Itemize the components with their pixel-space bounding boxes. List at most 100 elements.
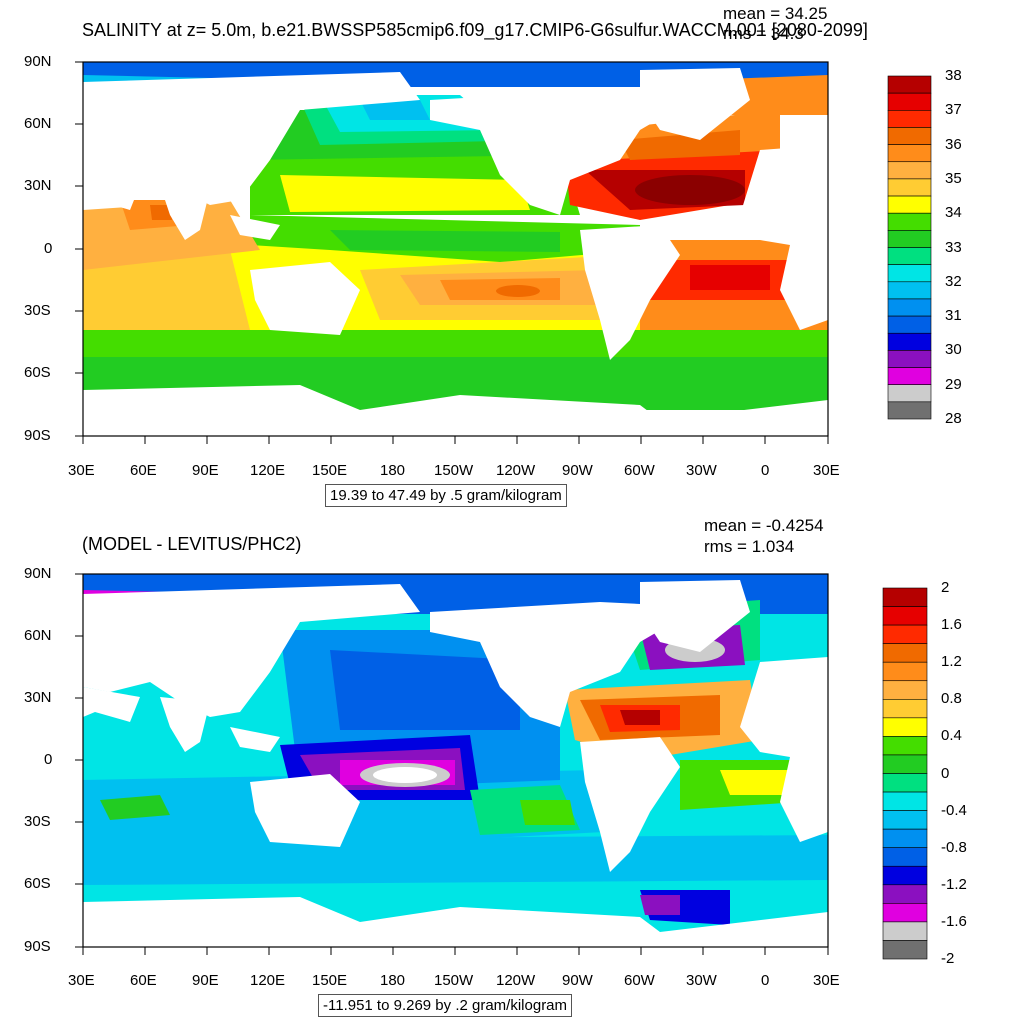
colorbar-label: 31 bbox=[945, 307, 962, 325]
panel2-lon-label: 60E bbox=[130, 972, 157, 989]
colorbar-swatch bbox=[882, 717, 928, 737]
colorbar-swatch bbox=[887, 247, 932, 265]
colorbar-swatch bbox=[882, 810, 928, 830]
panel1-lon-label: 60W bbox=[624, 462, 655, 479]
colorbar-label: 37 bbox=[945, 101, 962, 119]
colorbar-swatch bbox=[882, 865, 928, 886]
colorbar-label: -0.4 bbox=[941, 801, 967, 819]
colorbar-swatch bbox=[882, 847, 928, 867]
colorbar-swatch bbox=[887, 315, 932, 334]
panel1-rms: rms = 34.3 bbox=[723, 24, 804, 43]
panel1-colorbar bbox=[887, 75, 932, 420]
colorbar-swatch bbox=[887, 178, 932, 197]
colorbar-swatch bbox=[887, 161, 932, 180]
colorbar-label: 0.8 bbox=[941, 690, 962, 708]
colorbar-label: 2 bbox=[941, 579, 950, 596]
colorbar-swatch bbox=[887, 195, 932, 214]
panel1-lat-label-60S: 60S bbox=[24, 364, 51, 381]
colorbar-label: -1.2 bbox=[941, 875, 967, 893]
panel2-contour-info: -11.951 to 9.269 by .2 gram/kilogram bbox=[318, 994, 573, 1017]
colorbar-swatch bbox=[882, 661, 928, 682]
colorbar-swatch bbox=[882, 828, 928, 849]
colorbar-label: 33 bbox=[945, 238, 962, 256]
colorbar-label: 38 bbox=[945, 67, 962, 84]
panel2-lon-label: 180 bbox=[380, 972, 406, 989]
colorbar-swatch bbox=[887, 401, 932, 420]
colorbar-swatch bbox=[887, 127, 932, 145]
colorbar-swatch bbox=[887, 75, 932, 94]
panel2-lon-label: 30E bbox=[68, 972, 95, 989]
colorbar-swatch bbox=[887, 110, 932, 128]
panel2-anomaly-field bbox=[83, 574, 828, 947]
panel1-mean: mean = 34.25 bbox=[723, 4, 828, 23]
panel1-lon-label: 120W bbox=[496, 462, 536, 479]
panel2-lon-label: 120W bbox=[496, 972, 536, 989]
colorbar-label: 0.4 bbox=[941, 727, 962, 745]
colorbar-swatch bbox=[882, 736, 928, 756]
colorbar-label: 35 bbox=[945, 169, 962, 187]
panel2-lat-label-60N: 60N bbox=[24, 627, 52, 644]
colorbar-label: 0 bbox=[941, 764, 950, 782]
panel1-lat-label-90N: 90N bbox=[24, 53, 52, 70]
colorbar-label: 1.6 bbox=[941, 616, 962, 634]
colorbar-swatch bbox=[882, 643, 928, 663]
panel1-lon-label: 30E bbox=[813, 462, 840, 479]
colorbar-swatch bbox=[882, 587, 928, 607]
colorbar-label: 1.2 bbox=[941, 653, 962, 671]
panel1-lon-label: 30E bbox=[68, 462, 95, 479]
colorbar-label: 32 bbox=[945, 272, 962, 290]
colorbar-swatch bbox=[882, 624, 928, 644]
colorbar-swatch bbox=[882, 791, 928, 811]
panel2-lon-label: 30E bbox=[813, 972, 840, 989]
panel2-lat-label-60S: 60S bbox=[24, 875, 51, 892]
panel2-lat-label-90N: 90N bbox=[24, 565, 52, 582]
panel2-lon-label: 150W bbox=[434, 972, 474, 989]
panel2-lat-label-90S: 90S bbox=[24, 938, 51, 955]
land-masses bbox=[83, 68, 828, 436]
panel1-lat-label-30S: 30S bbox=[24, 302, 51, 319]
colorbar-swatch bbox=[882, 773, 928, 793]
panel2-title: (MODEL - LEVITUS/PHC2) bbox=[82, 534, 302, 554]
colorbar-swatch bbox=[882, 903, 928, 923]
panel1-title: SALINITY at z= 5.0m, b.e21.BWSSP585cmip6… bbox=[82, 20, 868, 40]
colorbar-label: -1.6 bbox=[941, 912, 967, 930]
colorbar-swatch bbox=[882, 606, 928, 626]
panel2-lat-label-0: 0 bbox=[44, 751, 53, 768]
panel2-rms: rms = 1.034 bbox=[704, 537, 795, 556]
panel2-ticks bbox=[75, 573, 829, 955]
colorbar-label: 34 bbox=[945, 204, 962, 222]
panel1-lon-label: 180 bbox=[380, 462, 406, 479]
panel1-lon-label: 150W bbox=[434, 462, 474, 479]
colorbar-label: 28 bbox=[945, 410, 962, 427]
panel2-lon-label: 90W bbox=[562, 972, 593, 989]
colorbar-swatch bbox=[887, 281, 932, 300]
colorbar-swatch bbox=[887, 384, 932, 403]
panel1-lon-label: 90E bbox=[192, 462, 219, 479]
colorbar-swatch bbox=[882, 698, 928, 719]
panel1-lon-label: 0 bbox=[761, 462, 770, 479]
colorbar-swatch bbox=[887, 92, 932, 111]
panel2-lon-label: 90E bbox=[192, 972, 219, 989]
colorbar-swatch bbox=[887, 350, 932, 368]
panel2-colorbar bbox=[882, 587, 928, 960]
land-masses-2 bbox=[83, 580, 828, 947]
panel2-lon-label: 150E bbox=[312, 972, 348, 989]
colorbar-swatch bbox=[882, 680, 928, 700]
colorbar-label: 36 bbox=[945, 135, 962, 153]
colorbar-label: 30 bbox=[945, 341, 962, 359]
panel2-lon-label: 0 bbox=[761, 972, 770, 989]
colorbar-label: -0.8 bbox=[941, 838, 967, 856]
colorbar-swatch bbox=[882, 921, 928, 941]
panel1-ticks bbox=[75, 61, 829, 444]
colorbar-swatch bbox=[887, 298, 932, 317]
panel2-mean: mean = -0.4254 bbox=[704, 516, 824, 535]
colorbar-swatch bbox=[882, 754, 928, 774]
panel1-lon-label: 90W bbox=[562, 462, 593, 479]
panel2-lat-label-30N: 30N bbox=[24, 689, 52, 706]
panel1-contour-info: 19.39 to 47.49 by .5 gram/kilogram bbox=[325, 484, 567, 507]
colorbar-swatch bbox=[882, 884, 928, 904]
panel1-lat-label-0: 0 bbox=[44, 240, 53, 257]
panel1-lat-label-60N: 60N bbox=[24, 115, 52, 132]
panel1-lon-label: 120E bbox=[250, 462, 286, 479]
colorbar-label: 29 bbox=[945, 375, 962, 393]
